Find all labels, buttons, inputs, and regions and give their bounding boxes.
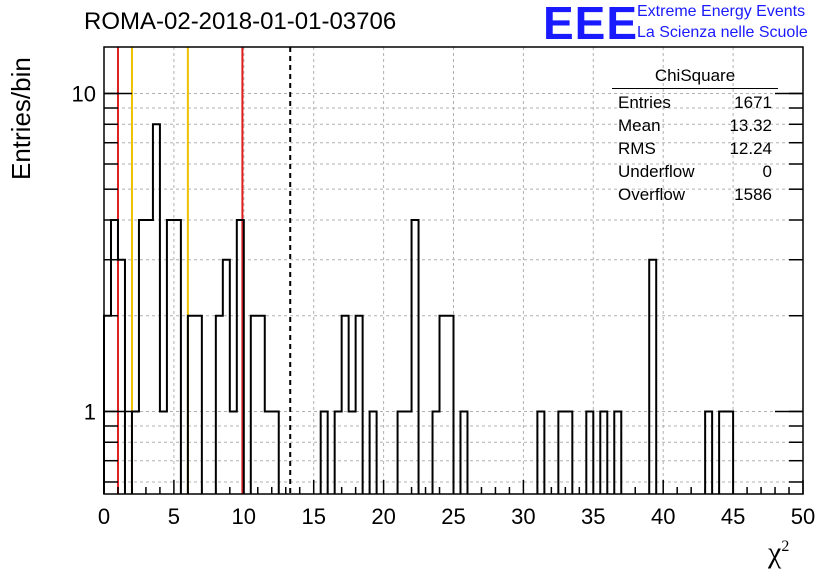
histogram-bin — [440, 316, 447, 494]
logo-subtitle-line1: Extreme Energy Events — [637, 3, 806, 20]
x-tick-label: 35 — [581, 504, 605, 529]
histogram-bin — [412, 220, 419, 494]
histogram-bin — [230, 411, 237, 494]
histogram-bin — [104, 316, 111, 494]
stats-row-mean: Mean 13.32 — [612, 114, 778, 137]
stats-label: RMS — [618, 139, 656, 158]
histogram-bin — [335, 411, 342, 494]
x-tick-label: 25 — [441, 504, 465, 529]
histogram-bin — [153, 124, 160, 494]
histogram-bin — [237, 220, 244, 494]
histogram-bin — [726, 411, 733, 494]
x-tick-label: 30 — [511, 504, 535, 529]
x-tick-label: 50 — [791, 504, 815, 529]
histogram-bin — [223, 260, 230, 494]
histogram-bin — [258, 316, 265, 494]
stats-label: Underflow — [618, 162, 695, 181]
histogram-bin — [216, 316, 223, 494]
stats-row-rms: RMS 12.24 — [612, 137, 778, 160]
y-tick-label: 10 — [72, 81, 96, 106]
x-tick-label: 40 — [651, 504, 675, 529]
stats-divider — [612, 88, 778, 89]
stats-box: ChiSquare Entries 1671 Mean 13.32 RMS 12… — [612, 66, 778, 206]
histogram-bin — [433, 411, 440, 494]
x-tick-label: 10 — [232, 504, 256, 529]
stats-label: Entries — [618, 93, 671, 112]
histogram-bin — [565, 411, 572, 494]
histogram-bin — [167, 220, 174, 494]
histogram-bin — [160, 411, 167, 494]
stats-value: 1671 — [734, 93, 772, 112]
histogram-bin — [558, 411, 565, 494]
stats-label: Overflow — [618, 185, 686, 204]
stats-value: 0 — [762, 162, 772, 181]
histogram-bin — [188, 316, 195, 494]
histogram-bin — [349, 411, 356, 494]
histogram-bin — [132, 411, 139, 494]
histogram-bin — [195, 316, 202, 494]
histogram-bin — [321, 411, 328, 494]
histogram-bin — [600, 411, 607, 494]
stats-row-underflow: Underflow 0 — [612, 160, 778, 183]
x-axis-label-symbol: χ — [768, 536, 782, 569]
histogram-bin — [460, 411, 467, 494]
histogram-bin — [447, 316, 454, 494]
histogram-bin — [174, 220, 181, 494]
x-tick-label: 20 — [371, 504, 395, 529]
run-title: ROMA-02-2018-01-01-03706 — [84, 8, 397, 35]
histogram-bin — [251, 316, 258, 494]
y-tick-label: 1 — [84, 399, 96, 424]
logo-subtitle-line2: La Scienza nelle Scuole — [637, 24, 808, 41]
x-tick-label: 45 — [721, 504, 745, 529]
histogram-bin — [405, 411, 412, 494]
histogram-bin — [139, 220, 146, 494]
histogram-bin — [272, 411, 279, 494]
histogram-bin — [118, 260, 125, 494]
x-axis-label-exponent: 2 — [781, 538, 790, 555]
x-axis-label: χ2 — [768, 536, 789, 570]
histogram-bin — [146, 220, 153, 494]
y-axis-label: Entries/bin — [6, 57, 36, 180]
histogram-bin — [586, 411, 593, 494]
stats-value: 13.32 — [729, 116, 772, 135]
histogram-bin — [537, 411, 544, 494]
histogram-bin — [111, 220, 118, 494]
eee-logo: EEE — [543, 0, 639, 49]
stats-row-overflow: Overflow 1586 — [612, 183, 778, 206]
histogram-bin — [265, 411, 272, 494]
stats-title: ChiSquare — [654, 66, 736, 85]
histogram-bin — [398, 411, 405, 494]
histogram-bin — [614, 411, 621, 494]
histogram-bin — [342, 316, 349, 494]
stats-value: 12.24 — [729, 139, 772, 158]
histogram-bin — [356, 316, 363, 494]
stats-value: 1586 — [734, 185, 772, 204]
x-tick-label: 5 — [168, 504, 180, 529]
x-tick-label: 0 — [98, 504, 110, 529]
histogram-bin — [649, 260, 656, 494]
histogram-bin — [370, 411, 377, 494]
stats-row-entries: Entries 1671 — [612, 91, 778, 114]
x-tick-label: 15 — [301, 504, 325, 529]
histogram-bin — [705, 411, 712, 494]
stats-label: Mean — [618, 116, 661, 135]
histogram-bin — [719, 411, 726, 494]
